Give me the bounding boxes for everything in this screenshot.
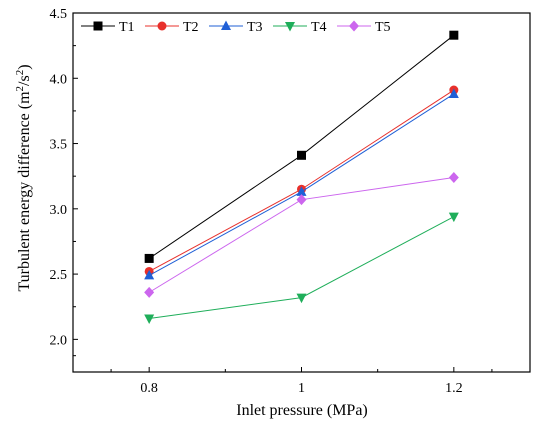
- legend-item-t3: T3: [209, 20, 263, 35]
- x-tick-label: 0.8: [140, 381, 158, 396]
- data-point: [144, 286, 155, 298]
- data-point: [296, 194, 307, 206]
- legend-label: T4: [311, 20, 327, 35]
- y-tick-label: 4.5: [50, 7, 68, 22]
- y-axis-label-main: Turbulent energy difference (m: [16, 91, 33, 292]
- legend-marker: [285, 22, 295, 32]
- data-point: [144, 314, 155, 324]
- y-tick-label: 4.0: [50, 72, 68, 87]
- series-t1: [144, 30, 459, 263]
- legend-item-t2: T2: [145, 20, 199, 35]
- legend-label: T2: [183, 20, 199, 35]
- y-tick-label: 3.5: [50, 138, 68, 153]
- legend-marker: [221, 20, 231, 30]
- y-axis-label: Turbulent energy difference (m2/s2): [14, 64, 33, 291]
- data-point: [144, 253, 154, 263]
- series-line: [148, 89, 455, 272]
- legend-item-t1: T1: [81, 20, 135, 35]
- y-axis: 2.0 2.5 3.0 3.5 4.0 4.5: [50, 7, 78, 357]
- x-tick-label: 1: [298, 381, 305, 396]
- legend-label: T5: [375, 20, 391, 35]
- x-axis: 0.8 1 1.2: [110, 367, 493, 396]
- legend-marker: [157, 21, 167, 31]
- data-point: [296, 186, 307, 196]
- y-axis-label-mid: /s: [16, 75, 33, 86]
- y-tick-label: 3.0: [50, 203, 68, 218]
- x-tick-label: 1.2: [445, 381, 463, 396]
- legend-label: T1: [119, 20, 135, 35]
- data-point: [448, 88, 459, 98]
- series-line: [148, 93, 455, 276]
- data-point: [448, 212, 459, 223]
- x-axis-label: Inlet pressure (MPa): [236, 402, 368, 419]
- series-t3: [144, 88, 459, 280]
- legend-label: T3: [247, 20, 263, 35]
- y-axis-label-end: ): [16, 64, 33, 69]
- data-point: [144, 269, 155, 280]
- legend-item-t5: T5: [337, 20, 391, 35]
- series-line: [148, 34, 455, 259]
- data-point: [449, 30, 459, 40]
- legend: T1 T2 T3 T4 T5: [81, 20, 391, 35]
- y-axis-label-sup-1: 2: [14, 86, 26, 92]
- data-point: [297, 150, 306, 160]
- legend-item-t4: T4: [273, 20, 327, 35]
- series-line: [149, 216, 455, 319]
- series-t2: [144, 85, 459, 276]
- data-point: [448, 171, 459, 183]
- y-tick-label: 2.5: [50, 268, 68, 283]
- legend-marker: [93, 21, 103, 31]
- series-t4: [144, 212, 459, 324]
- y-tick-label: 2.0: [50, 333, 68, 348]
- series-layer: [144, 30, 459, 324]
- y-axis-label-sup-2: 2: [14, 70, 26, 76]
- data-point: [296, 293, 307, 304]
- legend-marker: [349, 20, 359, 32]
- series-t5: [144, 171, 459, 298]
